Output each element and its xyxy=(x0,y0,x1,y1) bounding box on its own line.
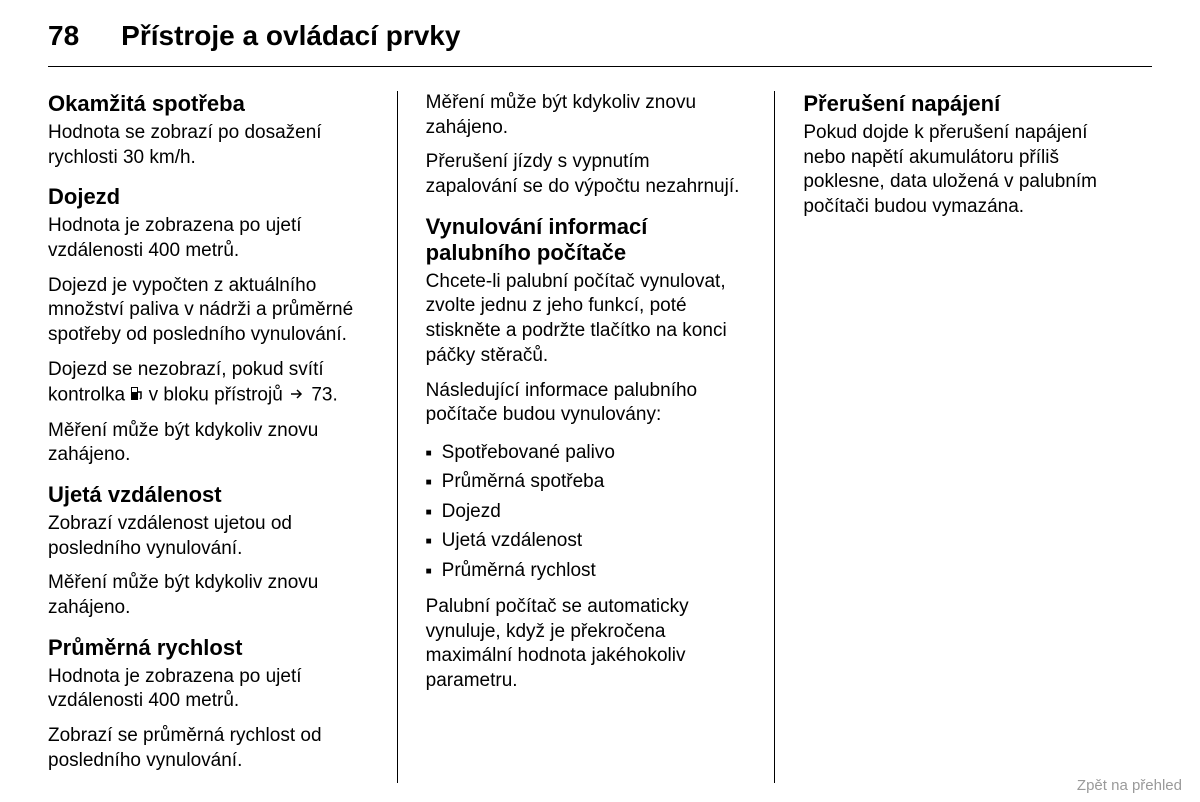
body-text: Měření může být kdykoliv znovu zahájeno. xyxy=(48,571,369,620)
body-text: Palubní počítač se automaticky vynuluje,… xyxy=(426,595,747,694)
text-fragment: v bloku přístrojů xyxy=(143,384,288,405)
fuel-pump-icon xyxy=(130,384,143,409)
heading-avg-speed: Průměrná rychlost xyxy=(48,635,369,661)
page-header: 78 Přístroje a ovládací prvky xyxy=(48,20,1152,67)
list-item: Ujetá vzdálenost xyxy=(426,526,747,555)
body-text: Měření může být kdykoliv znovu zahájeno. xyxy=(48,419,369,468)
body-text: Dojezd se nezobrazí, pokud svítí kontrol… xyxy=(48,358,369,409)
body-text: Zobrazí vzdálenost ujetou od posledního … xyxy=(48,512,369,561)
heading-distance: Ujetá vzdálenost xyxy=(48,482,369,508)
reset-list: Spotřebované palivo Průměrná spotřeba Do… xyxy=(426,438,747,585)
heading-power-interrupt: Přerušení napájení xyxy=(803,91,1124,117)
column-2: Měření může být kdykoliv znovu zahájeno.… xyxy=(397,91,775,783)
body-text: Zobrazí se průměrná rychlost od poslední… xyxy=(48,724,369,773)
content-columns: Okamžitá spotřeba Hodnota se zobrazí po … xyxy=(48,91,1152,783)
text-fragment: 73. xyxy=(306,384,338,405)
list-item: Spotřebované palivo xyxy=(426,438,747,467)
heading-instant-consumption: Okamžitá spotřeba xyxy=(48,91,369,117)
body-text: Hodnota je zobrazena po ujetí vzdálenost… xyxy=(48,214,369,263)
back-to-overview-link[interactable]: Zpět na přehled xyxy=(1077,777,1182,794)
page-title: Přístroje a ovládací prvky xyxy=(121,20,460,52)
reference-arrow-icon xyxy=(290,383,304,408)
body-text: Pokud dojde k přerušení napájení nebo na… xyxy=(803,121,1124,220)
heading-range: Dojezd xyxy=(48,184,369,210)
page-number: 78 xyxy=(48,20,79,52)
body-text: Přerušení jízdy s vypnutím zapalování se… xyxy=(426,150,747,199)
heading-reset: Vynulování informací palubního počítače xyxy=(426,214,747,266)
list-item: Průměrná rychlost xyxy=(426,556,747,585)
body-text: Následující informace palubního počítače… xyxy=(426,379,747,428)
list-item: Průměrná spotřeba xyxy=(426,467,747,496)
column-3: Přerušení napájení Pokud dojde k přeruše… xyxy=(774,91,1152,783)
body-text: Hodnota je zobrazena po ujetí vzdálenost… xyxy=(48,665,369,714)
body-text: Hodnota se zobrazí po dosažení rychlosti… xyxy=(48,121,369,170)
body-text: Chcete-li palubní počítač vynulovat, zvo… xyxy=(426,270,747,369)
column-1: Okamžitá spotřeba Hodnota se zobrazí po … xyxy=(48,91,397,783)
body-text: Dojezd je vypočten z aktuálního množství… xyxy=(48,274,369,348)
list-item: Dojezd xyxy=(426,497,747,526)
body-text: Měření může být kdykoliv znovu zahájeno. xyxy=(426,91,747,140)
